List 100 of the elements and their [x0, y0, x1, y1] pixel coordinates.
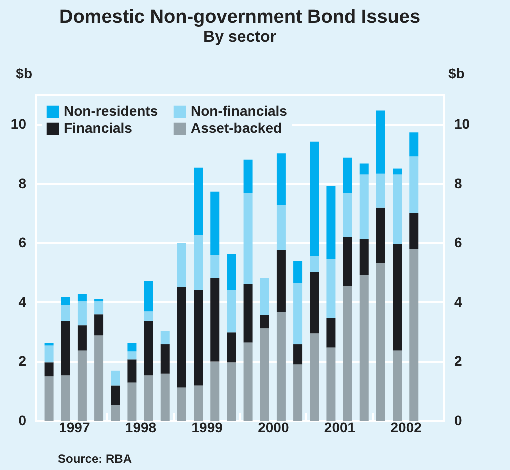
bar: [144, 312, 154, 322]
bar: [160, 374, 170, 421]
source-note: Source: RBA: [58, 452, 132, 466]
bar: [343, 237, 352, 286]
bar: [94, 314, 104, 336]
bar: [227, 362, 236, 421]
y-axis-title: $b: [16, 66, 32, 82]
bar: [260, 278, 270, 316]
y-tick-label: 0: [18, 412, 27, 428]
bar: [360, 174, 369, 240]
bar: [244, 342, 253, 421]
bar: [227, 332, 236, 363]
bar: [393, 168, 402, 175]
x-tick-label: 2001: [324, 420, 356, 436]
bar: [376, 263, 386, 421]
bar: [44, 362, 54, 377]
bar: [144, 321, 154, 376]
x-tick-label: 1999: [192, 420, 224, 436]
bar: [61, 305, 70, 322]
y-tick-label: 10: [10, 116, 27, 132]
legend-label: Non-financials: [191, 103, 288, 119]
chart-title: Domestic Non-government Bond Issues: [59, 7, 421, 28]
bar: [310, 272, 320, 334]
bar: [78, 302, 87, 326]
bar: [410, 156, 419, 213]
bar: [111, 370, 120, 386]
bar: [144, 281, 154, 312]
bar: [310, 334, 320, 421]
bar: [128, 360, 137, 383]
bar: [326, 186, 336, 260]
bar: [326, 318, 336, 348]
bar: [393, 350, 402, 421]
bar: [294, 364, 303, 421]
bar: [44, 346, 54, 363]
bar: [343, 158, 352, 194]
bar: [61, 376, 70, 421]
bar: [244, 193, 253, 284]
bar: [194, 235, 204, 290]
y2-tick-label: 8: [454, 175, 462, 192]
bar: [111, 404, 120, 421]
bar: [210, 278, 220, 362]
bar: [310, 142, 320, 256]
bar: [276, 312, 286, 421]
bar: [360, 275, 369, 421]
bar: [128, 343, 137, 352]
bar: [61, 321, 70, 376]
bar: [410, 212, 419, 250]
bar: [227, 254, 236, 290]
bar: [343, 193, 352, 238]
y2-tick-label: 4: [454, 294, 462, 310]
bar: [194, 168, 204, 236]
bar: [44, 376, 54, 421]
bar: [111, 386, 120, 405]
bar: [177, 388, 186, 421]
y2-tick-label: 6: [454, 234, 462, 251]
x-tick-label: 2000: [258, 420, 290, 436]
bar: [160, 344, 170, 374]
x-tick-label: 1997: [59, 420, 90, 436]
y-tick-label: 4: [18, 294, 27, 310]
bar: [326, 259, 336, 318]
bar: [194, 290, 204, 386]
bar: [78, 326, 87, 351]
y2-tick-label: 2: [454, 353, 462, 370]
bar: [326, 348, 336, 421]
y2-tick-label: 0: [454, 412, 462, 428]
bar: [244, 284, 253, 343]
bar: [294, 261, 303, 284]
bar: [210, 255, 220, 278]
bar: [78, 294, 87, 302]
bar: [227, 290, 236, 333]
bar: [343, 286, 352, 421]
chart-subtitle: By sector: [204, 29, 276, 46]
bar: [210, 192, 220, 256]
bar: [410, 249, 419, 421]
bar: [360, 239, 369, 276]
bar: [276, 204, 286, 250]
legend-label: Financials: [64, 120, 133, 136]
bar: [360, 164, 369, 175]
y-tick-label: 8: [18, 175, 27, 192]
bar: [94, 299, 104, 302]
bar: [310, 256, 320, 272]
bar: [393, 244, 402, 351]
y2-axis-title: $b: [448, 66, 465, 82]
bar: [194, 386, 204, 421]
bar: [61, 297, 70, 306]
bar: [128, 382, 137, 421]
bar: [376, 110, 386, 174]
bar: [376, 208, 386, 264]
legend-label: Non-residents: [64, 103, 158, 119]
bar: [244, 160, 253, 194]
bar: [376, 174, 386, 208]
bar: [160, 332, 170, 345]
y-tick-label: 6: [18, 234, 27, 251]
x-tick-label: 1998: [125, 420, 157, 436]
bar: [210, 362, 220, 421]
bar: [294, 344, 303, 365]
bar: [177, 243, 186, 288]
bar: [94, 302, 104, 315]
x-tick-label: 2002: [390, 420, 422, 436]
bar: [78, 350, 87, 421]
